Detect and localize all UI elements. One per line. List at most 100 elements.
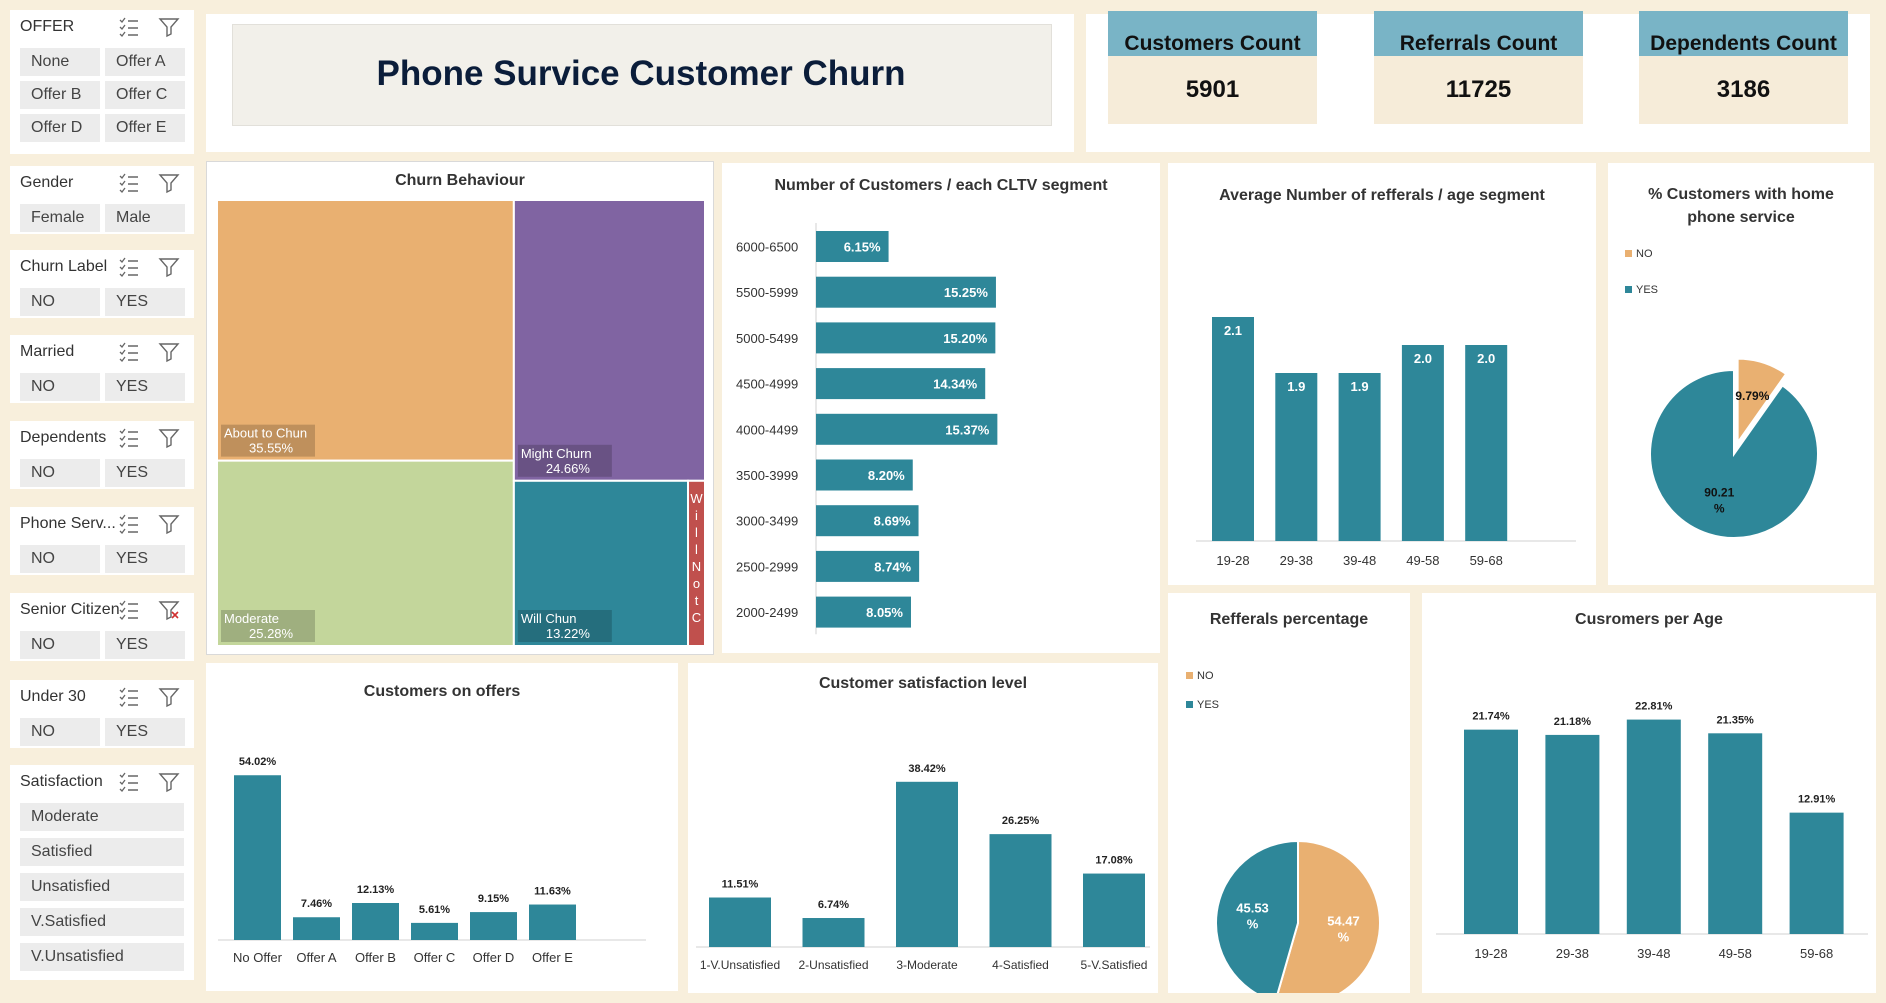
kpi-value-customers-count: 5901 xyxy=(1108,56,1317,124)
slicer-item-yes[interactable]: YES xyxy=(105,631,185,659)
multi-select-icon[interactable] xyxy=(118,16,140,38)
slicer-item-offer-b[interactable]: Offer B xyxy=(20,81,100,109)
referrals-age-title: Average Number of refferals / age segmen… xyxy=(1219,187,1545,204)
multi-select-icon[interactable] xyxy=(118,256,140,278)
clear-filter-active-icon[interactable] xyxy=(158,599,180,621)
multi-select-icon[interactable] xyxy=(118,427,140,449)
satisfaction-category-label: 1-V.Unsatisfied xyxy=(700,958,780,972)
slicer-item-satisfied[interactable]: Satisfied xyxy=(20,838,184,866)
treemap-label: Will Chun xyxy=(521,611,577,626)
offers-data-label: 7.46% xyxy=(301,898,332,910)
custage-category-label: 19-28 xyxy=(1474,946,1507,961)
offers-bar xyxy=(411,922,458,940)
clear-filter-icon[interactable] xyxy=(158,16,180,38)
custage-bar xyxy=(1708,733,1763,934)
slicer-item-none[interactable]: None xyxy=(20,48,100,76)
legend-swatch-no xyxy=(1186,672,1193,679)
offers-category-label: Offer D xyxy=(473,950,515,965)
legend-label-yes: YES xyxy=(1197,699,1219,711)
pie-data-label: 90.21 xyxy=(1704,485,1734,499)
custage-data-label: 22.81% xyxy=(1635,701,1673,713)
multi-select-icon[interactable] xyxy=(118,771,140,793)
refage-bar xyxy=(1401,345,1444,541)
multi-select-icon[interactable] xyxy=(118,172,140,194)
cltv-bar xyxy=(816,413,998,445)
cltv-bar xyxy=(816,550,920,582)
slicer-item-no[interactable]: NO xyxy=(20,631,100,659)
satisfaction-bar xyxy=(896,781,958,947)
cltv-data-label: 15.20% xyxy=(943,331,988,346)
pie-slice-yes xyxy=(1649,368,1819,539)
clear-filter-icon[interactable] xyxy=(158,172,180,194)
slicer-header: Gender xyxy=(20,174,74,191)
refage-category-label: 19-28 xyxy=(1216,553,1249,568)
title-box xyxy=(232,24,1052,126)
multi-select-icon[interactable] xyxy=(118,513,140,535)
custage-category-label: 59-68 xyxy=(1800,946,1833,961)
treemap-label: About to Chun xyxy=(224,426,307,441)
clear-filter-icon[interactable] xyxy=(158,427,180,449)
slicer-header: Married xyxy=(20,343,75,360)
slicer-item-v-satisfied[interactable]: V.Satisfied xyxy=(20,908,184,936)
cltv-category-label: 5500-5999 xyxy=(736,285,798,300)
slicer-item-no[interactable]: NO xyxy=(20,288,100,316)
cltv-category-label: 4000-4499 xyxy=(736,422,798,437)
slicer-item-unsatisfied[interactable]: Unsatisfied xyxy=(20,873,184,901)
multi-select-icon[interactable] xyxy=(118,599,140,621)
referral-pct-title: Refferals percentage xyxy=(1209,611,1369,628)
custage-data-label: 12.91% xyxy=(1798,794,1836,806)
slicer-item-yes[interactable]: YES xyxy=(105,288,185,316)
clear-filter-icon[interactable] xyxy=(158,513,180,535)
multi-select-icon[interactable] xyxy=(118,686,140,708)
clear-filter-icon[interactable] xyxy=(158,341,180,363)
slicer-item-yes[interactable]: YES xyxy=(105,545,185,573)
customers-age-chart: 21.74% 19-28 21.18% 29-38 22.81% 39-48 21.35% 4… xyxy=(1436,701,1868,961)
satisfaction-title: Customer satisfaction level xyxy=(818,675,1028,692)
clear-filter-icon[interactable] xyxy=(158,256,180,278)
custage-data-label: 21.74% xyxy=(1472,711,1510,723)
refage-bar xyxy=(1465,345,1508,541)
slicer-item-no[interactable]: NO xyxy=(20,718,100,746)
satisfaction-data-label: 38.42% xyxy=(908,763,946,775)
slicer-header: Churn Label xyxy=(20,258,108,275)
slicer-satisfaction: Satisfaction Moderate Satisfied Unsatisfied… xyxy=(10,765,194,980)
slicer-item-moderate[interactable]: Moderate xyxy=(20,803,184,831)
refage-bar xyxy=(1275,373,1318,541)
slicer-item-male[interactable]: Male xyxy=(105,204,185,232)
refage-category-label: 59-68 xyxy=(1470,553,1503,568)
treemap-label-bg xyxy=(221,424,315,457)
clear-filter-icon[interactable] xyxy=(158,686,180,708)
slicer-item-offer-e[interactable]: Offer E xyxy=(105,114,185,142)
cltv-bar xyxy=(816,231,889,262)
slicer-item-yes[interactable]: YES xyxy=(105,373,185,401)
slicer-item-female[interactable]: Female xyxy=(20,204,100,232)
slicer-header: Satisfaction xyxy=(20,773,103,790)
offers-bar xyxy=(529,904,576,940)
refage-data-label: 2.1 xyxy=(1224,323,1242,338)
kpi-label-customers-count: Customers Count xyxy=(1108,11,1317,56)
treemap-tile-will-not-c xyxy=(687,479,707,648)
slicer-item-no[interactable]: NO xyxy=(20,459,100,487)
kpi-value-dependents-count: 3186 xyxy=(1639,56,1848,124)
offers-data-label: 9.15% xyxy=(478,893,509,905)
slicer-item-v-unsatisfied[interactable]: V.Unsatisfied xyxy=(20,943,184,971)
slicer-item-offer-a[interactable]: Offer A xyxy=(105,48,185,76)
cltv-data-label: 8.74% xyxy=(874,559,911,574)
slicer-item-no[interactable]: NO xyxy=(20,545,100,573)
slicer-item-offer-d[interactable]: Offer D xyxy=(20,114,100,142)
satisfaction-panel: Customer satisfaction level 11.51% 1-V.Un… xyxy=(688,663,1158,993)
offers-bar xyxy=(293,917,340,940)
multi-select-icon[interactable] xyxy=(118,341,140,363)
offers-category-label: Offer E xyxy=(532,950,573,965)
referral-pct-panel: Refferals percentage NO YES 54.47% 45.53% xyxy=(1168,593,1410,993)
slicer-item-offer-c[interactable]: Offer C xyxy=(105,81,185,109)
cltv-data-label: 8.20% xyxy=(868,468,905,483)
slicer-item-no[interactable]: NO xyxy=(20,373,100,401)
legend-label-yes: YES xyxy=(1636,284,1658,296)
clear-filter-icon[interactable] xyxy=(158,771,180,793)
slicer-item-yes[interactable]: YES xyxy=(105,459,185,487)
slicer-item-yes[interactable]: YES xyxy=(105,718,185,746)
slicer-under-30: Under 30 NO YES xyxy=(10,680,194,748)
legend-label-no: NO xyxy=(1197,670,1214,682)
cltv-chart: 6000-6500 6.15% 5500-5999 15.25% 5000-5499 15… xyxy=(736,223,998,635)
